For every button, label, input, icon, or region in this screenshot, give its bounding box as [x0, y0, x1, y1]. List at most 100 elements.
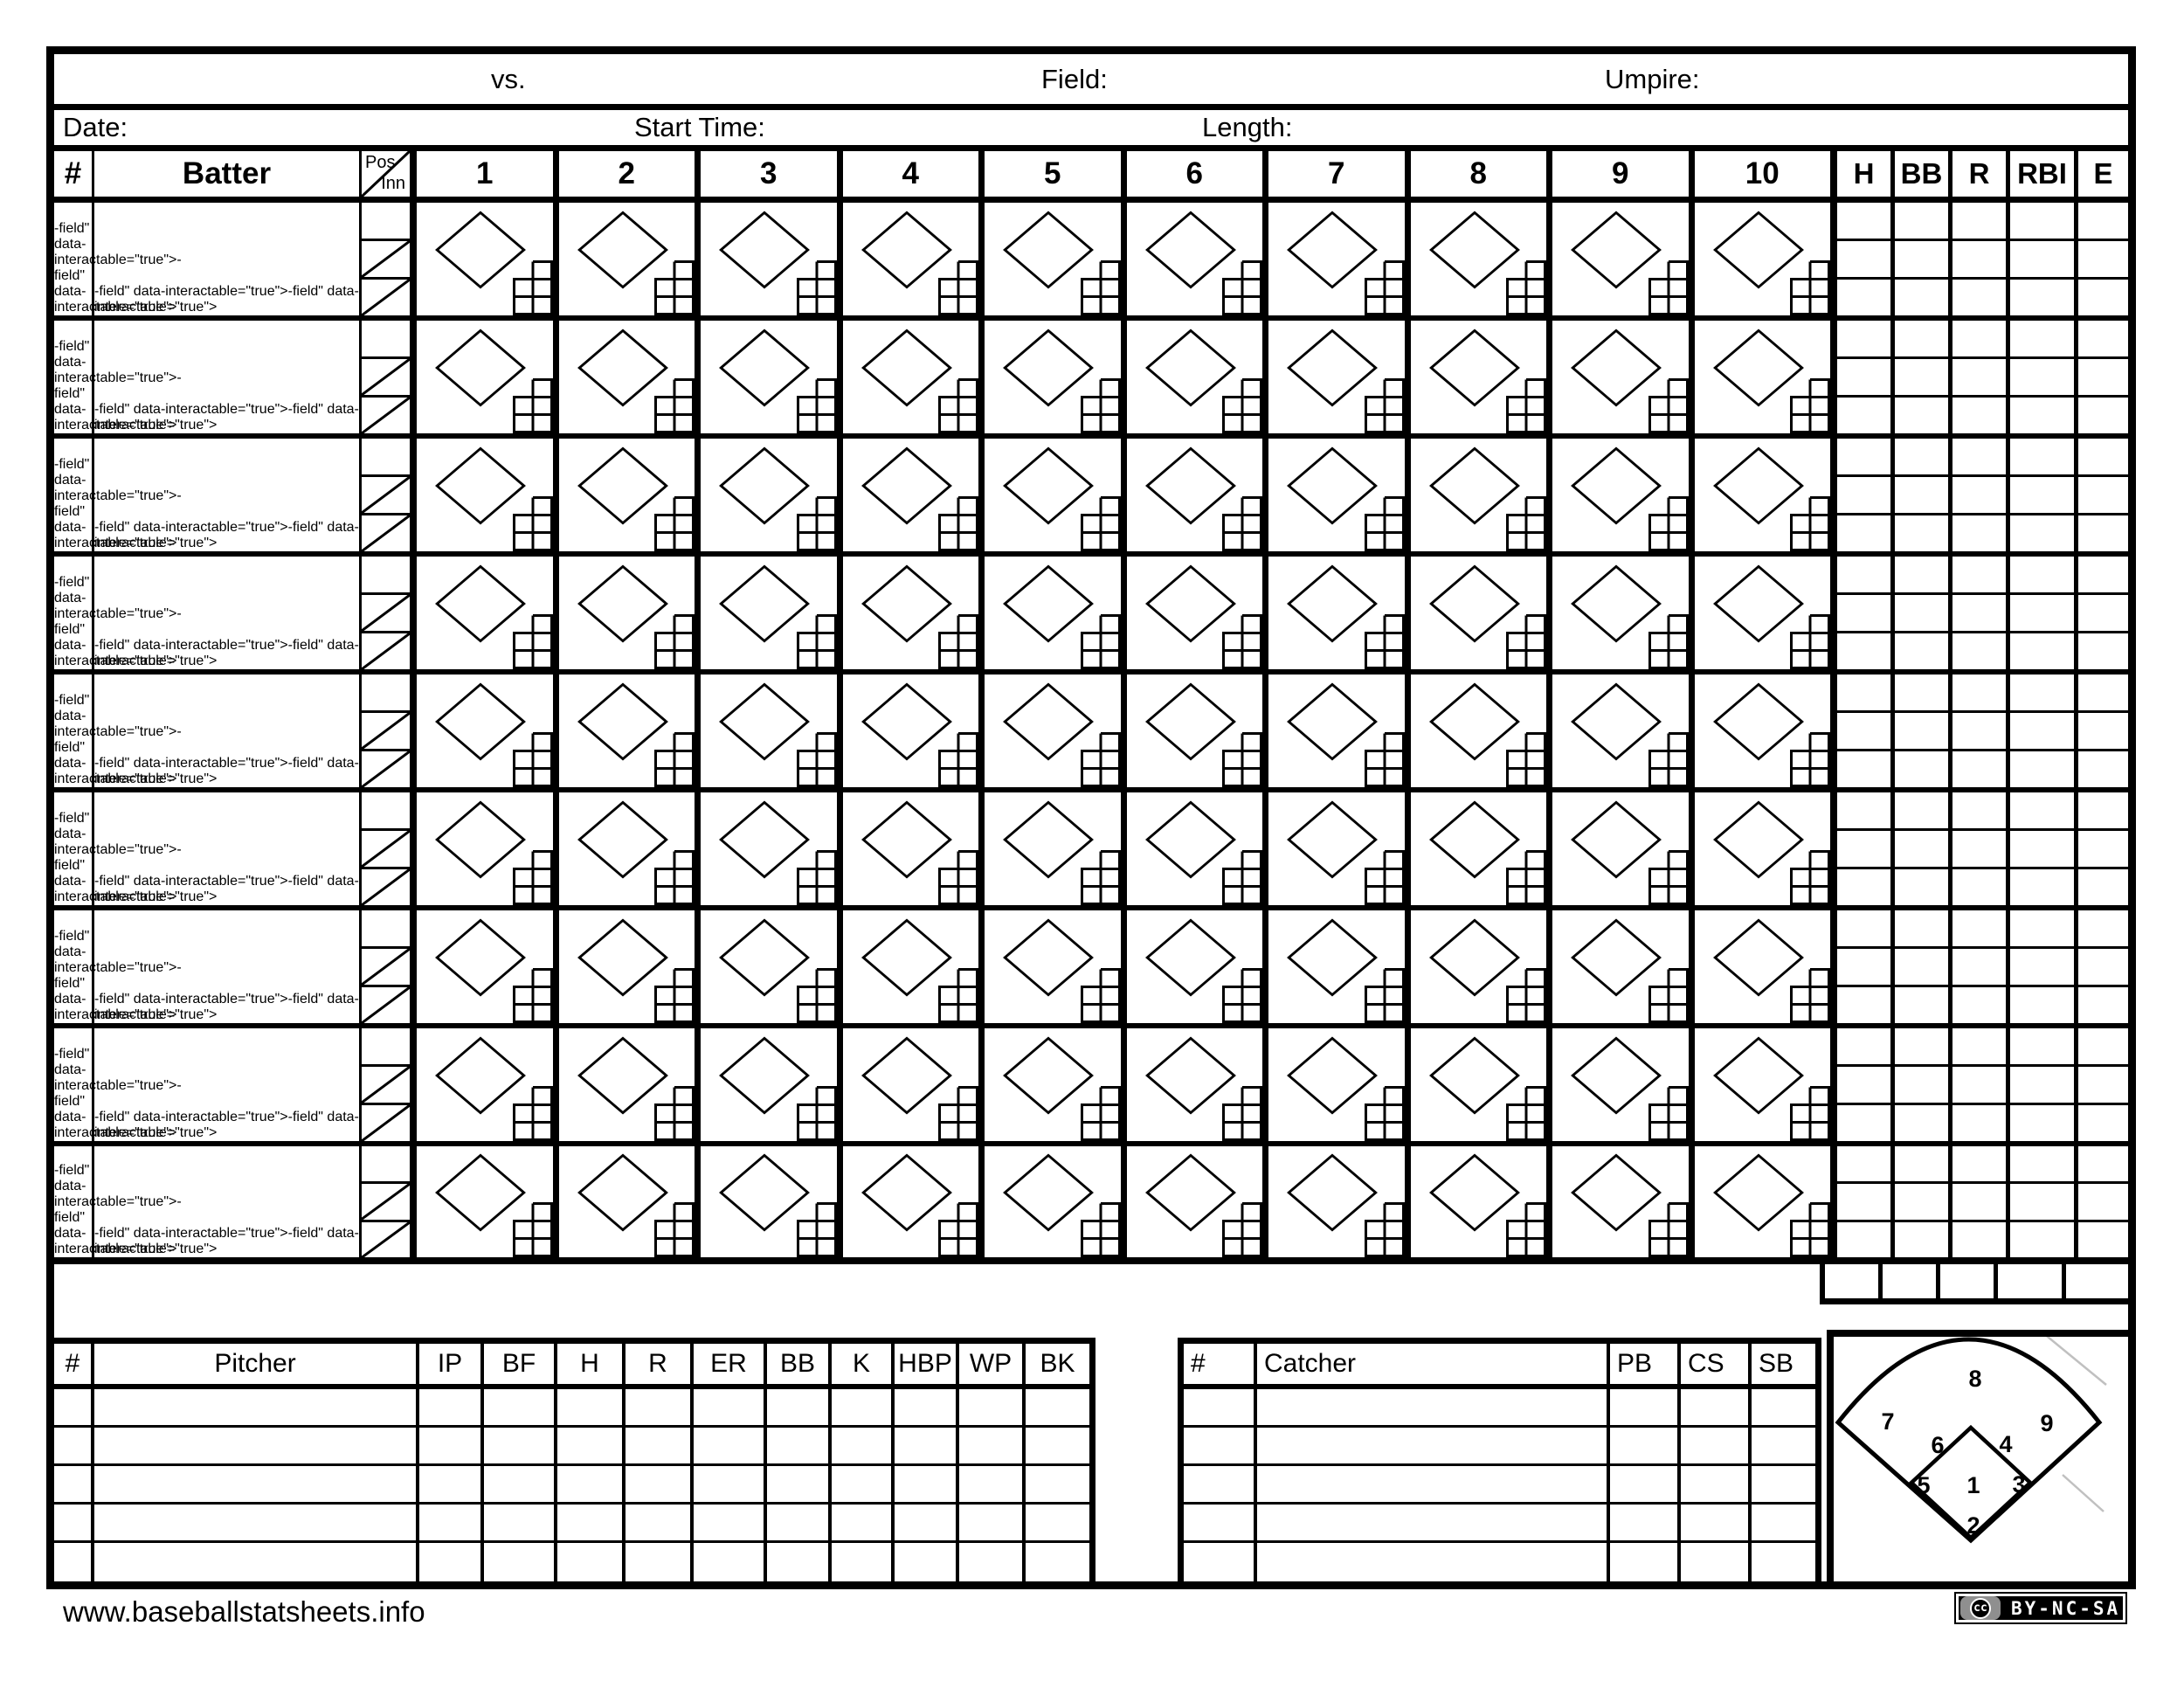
stat-field[interactable] [2078, 1181, 2128, 1219]
position-field[interactable] [362, 1028, 410, 1064]
substitution-field[interactable] [362, 1064, 410, 1103]
pitcher-field[interactable] [895, 1428, 959, 1463]
stat-field[interactable] [1837, 356, 1890, 395]
position-field[interactable] [362, 203, 410, 239]
pitcher-field[interactable] [484, 1505, 557, 1540]
catcher-field[interactable] [1257, 1505, 1610, 1540]
inning-cell-7[interactable] [1268, 203, 1411, 315]
pitcher-field[interactable] [895, 1543, 959, 1581]
inning-cell-6[interactable] [1127, 1146, 1268, 1257]
stat-field[interactable] [1895, 1103, 1948, 1141]
batter-name-field[interactable] [94, 1028, 359, 1110]
inning-cell-9[interactable] [1552, 675, 1695, 787]
stat-field[interactable] [2078, 675, 2128, 710]
stat-field[interactable] [2010, 277, 2074, 315]
stat-field[interactable] [2010, 946, 2074, 985]
inning-cell-1[interactable] [417, 557, 559, 669]
stat-field[interactable] [1895, 321, 1948, 356]
stat-field[interactable] [1895, 395, 1948, 433]
pitcher-field[interactable] [959, 1428, 1026, 1463]
inning-cell-2[interactable] [559, 557, 701, 669]
stat-field[interactable] [1837, 1028, 1890, 1064]
inning-cell-8[interactable] [1411, 675, 1552, 787]
stat-field[interactable] [2010, 1028, 2074, 1064]
stat-field[interactable] [2010, 513, 2074, 551]
inning-cell-2[interactable] [559, 792, 701, 905]
stat-field[interactable] [2078, 474, 2128, 513]
stat-field[interactable] [2010, 710, 2074, 749]
inning-cell-10[interactable] [1695, 910, 1837, 1023]
stat-field[interactable] [2010, 395, 2074, 433]
inning-cell-9[interactable] [1552, 321, 1695, 433]
inning-cell-5[interactable] [985, 203, 1127, 315]
inning-cell-5[interactable] [985, 321, 1127, 433]
pitcher-field[interactable] [694, 1505, 767, 1540]
pitcher-field[interactable] [484, 1466, 557, 1502]
batter-name-field[interactable] [94, 675, 359, 756]
inning-cell-4[interactable] [843, 910, 985, 1023]
stat-field[interactable] [1837, 395, 1890, 433]
pitcher-field[interactable] [54, 1389, 94, 1425]
inning-cell-6[interactable] [1127, 439, 1268, 551]
stat-field[interactable] [2010, 828, 2074, 867]
pitcher-field[interactable] [832, 1389, 895, 1425]
catcher-field[interactable] [1184, 1543, 1257, 1581]
inning-cell-7[interactable] [1268, 557, 1411, 669]
stat-field[interactable] [2078, 867, 2128, 905]
pitcher-field[interactable] [959, 1389, 1026, 1425]
substitution-field[interactable] [362, 395, 410, 433]
stat-field[interactable] [2078, 203, 2128, 239]
stat-field[interactable] [1895, 439, 1948, 474]
stat-field[interactable] [1895, 1146, 1948, 1181]
stat-field[interactable] [2078, 513, 2128, 551]
stat-field[interactable] [1837, 828, 1890, 867]
pitcher-field[interactable] [832, 1543, 895, 1581]
pitcher-field[interactable] [694, 1389, 767, 1425]
inning-cell-5[interactable] [985, 675, 1127, 787]
position-field[interactable] [362, 1146, 410, 1181]
inning-cell-3[interactable] [701, 439, 843, 551]
substitution-field[interactable] [362, 749, 410, 787]
inning-cell-3[interactable] [701, 792, 843, 905]
inning-cell-2[interactable] [559, 1028, 701, 1141]
stat-field[interactable] [2078, 985, 2128, 1023]
stat-field[interactable] [1895, 1181, 1948, 1219]
inning-cell-10[interactable] [1695, 439, 1837, 551]
position-field[interactable] [362, 321, 410, 356]
inning-cell-9[interactable] [1552, 203, 1695, 315]
inning-cell-1[interactable] [417, 439, 559, 551]
inning-cell-5[interactable] [985, 792, 1127, 905]
catcher-field[interactable] [1752, 1428, 1815, 1463]
substitution-field[interactable] [362, 828, 410, 867]
inning-cell-7[interactable] [1268, 321, 1411, 433]
substitution-field[interactable] [362, 239, 410, 277]
substitution-field[interactable] [362, 710, 410, 749]
catcher-field[interactable] [1610, 1428, 1681, 1463]
inning-cell-9[interactable] [1552, 557, 1695, 669]
substitution-field[interactable] [362, 513, 410, 551]
inning-cell-2[interactable] [559, 321, 701, 433]
stat-field[interactable] [1895, 277, 1948, 315]
pitcher-field[interactable] [625, 1543, 694, 1581]
batter-number-field[interactable] [54, 321, 92, 339]
inning-cell-7[interactable] [1268, 675, 1411, 787]
inning-cell-2[interactable] [559, 910, 701, 1023]
stat-field[interactable] [1952, 792, 2006, 828]
stat-field[interactable] [2010, 239, 2074, 277]
stat-field[interactable] [2078, 710, 2128, 749]
stat-field[interactable] [2078, 1028, 2128, 1064]
batter-name-field[interactable] [94, 321, 359, 402]
pitcher-field[interactable] [94, 1466, 419, 1502]
batter-name-field[interactable] [94, 1146, 359, 1226]
catcher-field[interactable] [1681, 1543, 1752, 1581]
pitcher-field[interactable] [767, 1466, 832, 1502]
stat-field[interactable] [1837, 557, 1890, 592]
inning-cell-7[interactable] [1268, 1028, 1411, 1141]
batter-number-field[interactable] [54, 910, 92, 929]
stat-field[interactable] [2078, 321, 2128, 356]
inning-cell-4[interactable] [843, 203, 985, 315]
catcher-field[interactable] [1681, 1428, 1752, 1463]
substitution-field[interactable] [362, 1181, 410, 1219]
pitcher-field[interactable] [625, 1466, 694, 1502]
stat-field[interactable] [1952, 867, 2006, 905]
